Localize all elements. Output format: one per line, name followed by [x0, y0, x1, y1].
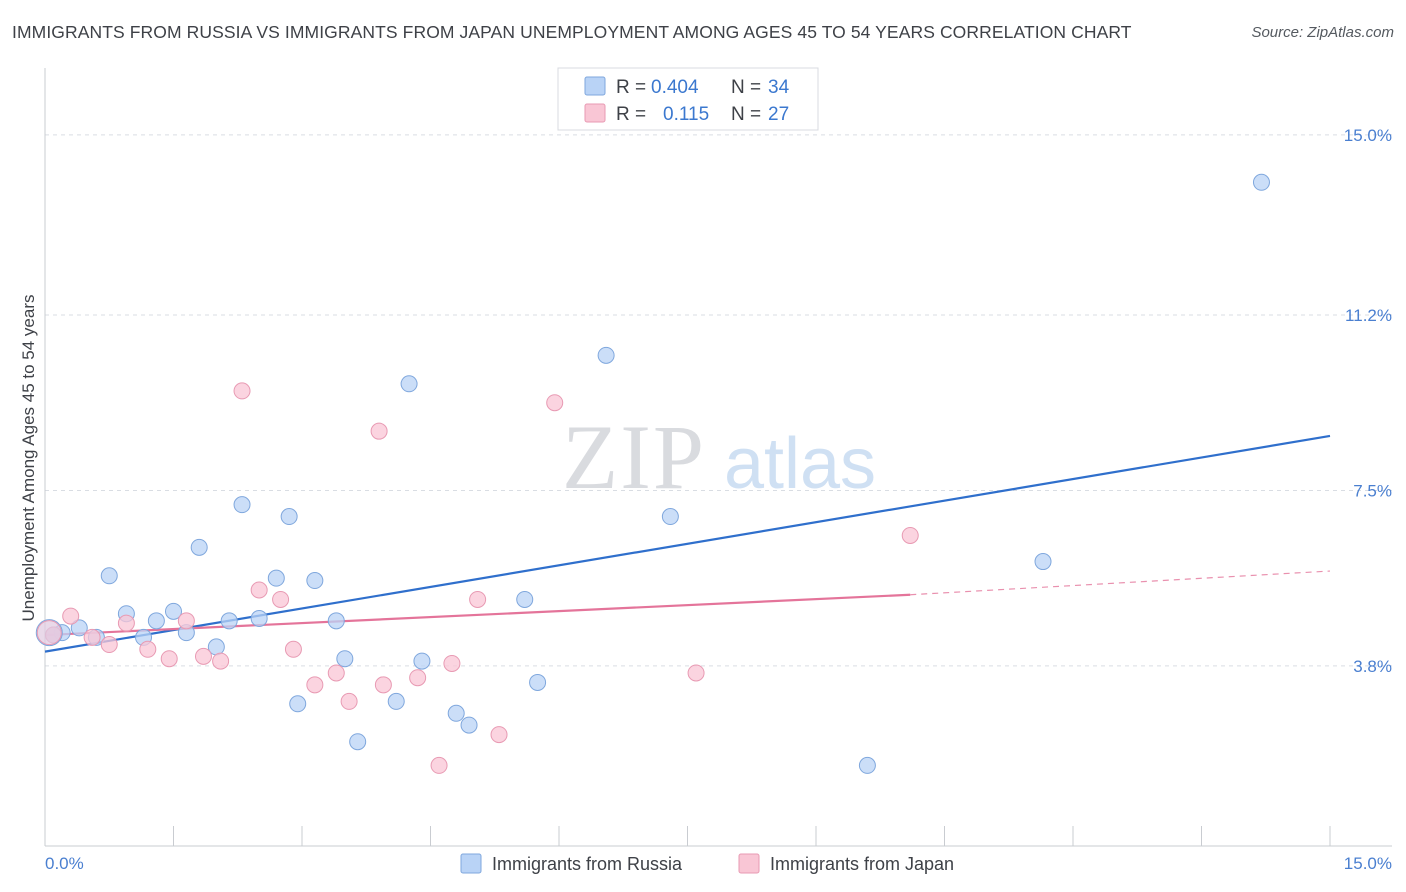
japan-point — [250, 581, 268, 599]
russia-point — [233, 496, 251, 514]
russia-point — [413, 652, 431, 670]
bottom-legend-swatch-russia — [460, 853, 482, 874]
russia-point — [529, 673, 547, 691]
bottom-legend-japan: Immigrants from Japan — [770, 854, 954, 874]
russia-point — [858, 756, 876, 774]
watermark: ZIP atlas — [562, 406, 876, 508]
japan-point — [233, 382, 251, 400]
japan-point — [139, 640, 157, 658]
russia-point — [289, 695, 307, 713]
russia-point — [387, 692, 405, 710]
series-legend: Immigrants from Russia Immigrants from J… — [460, 853, 954, 874]
russia-point — [349, 733, 367, 751]
russia-point-cluster — [35, 619, 63, 647]
japan-point — [117, 614, 135, 632]
russia-point — [516, 590, 534, 608]
japan-point — [194, 647, 212, 665]
y-tick-label: 15.0% — [1344, 126, 1392, 145]
legend-n-label-1: N = — [731, 77, 761, 98]
data-points — [35, 173, 1270, 774]
russia-point — [267, 569, 285, 587]
y-axis-label: Unemployment Among Ages 45 to 54 years — [19, 295, 38, 622]
russia-point — [250, 609, 268, 627]
x-tick-labels: 0.0% 15.0% — [45, 854, 1392, 873]
japan-point — [100, 636, 118, 654]
japan-point — [340, 692, 358, 710]
russia-point — [306, 572, 324, 590]
russia-point — [400, 375, 418, 393]
watermark-zip: ZIP — [562, 406, 706, 508]
legend-r-label-1: R = — [616, 77, 646, 98]
grid-lines — [45, 134, 1392, 667]
x-tick-label-max: 15.0% — [1344, 854, 1392, 873]
japan-point — [443, 654, 461, 672]
watermark-atlas: atlas — [724, 424, 876, 504]
x-tick-label-min: 0.0% — [45, 854, 84, 873]
russia-point — [165, 602, 182, 620]
russia-point — [280, 508, 298, 526]
japan-point — [546, 394, 564, 412]
legend-r-label-2: R = — [616, 104, 646, 125]
russia-point — [460, 716, 478, 734]
japan-trend-extension — [910, 570, 1331, 596]
legend-swatch-japan — [584, 103, 606, 123]
russia-point — [70, 619, 88, 637]
bottom-legend-swatch-japan — [738, 853, 760, 874]
japan-point — [83, 628, 101, 646]
russia-point — [447, 704, 465, 722]
japan-point — [490, 726, 508, 744]
bottom-legend-russia: Immigrants from Russia — [492, 854, 683, 874]
legend-n-label-2: N = — [731, 104, 761, 125]
japan-point — [62, 607, 80, 625]
legend-n-value-2: 27 — [768, 104, 789, 125]
japan-point — [284, 640, 302, 658]
y-tick-label: 7.5% — [1353, 481, 1392, 500]
japan-point — [409, 669, 427, 687]
russia-point — [661, 508, 679, 526]
russia-point — [100, 567, 118, 585]
japan-point — [327, 664, 345, 682]
japan-point — [306, 676, 324, 694]
russia-point — [336, 650, 354, 668]
y-tick-label: 11.2% — [1345, 306, 1392, 325]
japan-point — [212, 652, 230, 670]
japan-point — [177, 612, 195, 630]
legend-n-value-1: 34 — [768, 77, 790, 98]
japan-point-cluster — [36, 620, 62, 646]
russia-point — [597, 346, 615, 364]
russia-point — [1034, 553, 1052, 571]
russia-point — [147, 612, 165, 630]
japan-point — [160, 650, 178, 668]
japan-point — [430, 756, 448, 774]
japan-point — [687, 664, 705, 682]
axes — [44, 68, 1392, 847]
legend-r-value-1: 0.404 — [651, 77, 699, 98]
japan-point — [374, 676, 392, 694]
y-tick-labels: 3.8% 7.5% 11.2% 15.0% — [1344, 126, 1392, 676]
source-credit: Source: ZipAtlas.com — [1251, 24, 1394, 41]
japan-point — [370, 422, 388, 440]
legend-swatch-russia — [584, 76, 606, 96]
russia-point — [220, 612, 238, 630]
y-tick-label: 3.8% — [1353, 657, 1392, 676]
russia-point — [190, 538, 208, 556]
russia-point — [327, 612, 345, 630]
russia-point — [1252, 173, 1270, 191]
japan-point — [901, 526, 919, 544]
chart-title: IMMIGRANTS FROM RUSSIA VS IMMIGRANTS FRO… — [12, 22, 1132, 42]
correlation-legend: R = 0.404 N = 34 R = 0.115 N = 27 — [557, 67, 819, 131]
japan-point — [272, 590, 290, 608]
japan-point — [469, 590, 487, 608]
legend-r-value-2: 0.115 — [663, 104, 709, 125]
